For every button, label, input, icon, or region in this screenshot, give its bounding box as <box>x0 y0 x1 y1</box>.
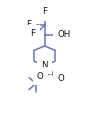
Text: F: F <box>26 20 31 29</box>
Text: F: F <box>42 7 47 16</box>
Text: N: N <box>41 61 48 70</box>
Text: OH: OH <box>58 30 71 39</box>
Text: O: O <box>37 72 44 81</box>
Text: O: O <box>58 74 64 83</box>
Text: F: F <box>30 29 35 38</box>
